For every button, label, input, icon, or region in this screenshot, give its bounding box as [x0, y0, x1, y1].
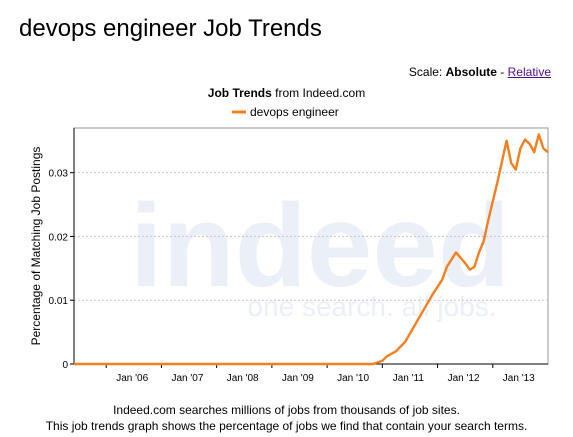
legend-label: devops engineer — [250, 105, 339, 119]
job-trends-chart: devops engineer indeed one search. all j… — [29, 105, 549, 384]
chart-heading-source: from Indeed.com — [275, 86, 366, 100]
chart-heading-strong: Job Trends — [207, 86, 272, 100]
scale-current-absolute: Absolute — [445, 65, 497, 79]
watermark-tagline: one search. all jobs. — [247, 291, 496, 322]
x-tick-label: Jan '06 — [116, 373, 148, 384]
y-tick-label: 0 — [62, 360, 68, 371]
y-tick-label: 0.02 — [49, 232, 69, 243]
scale-label: Scale: — [408, 65, 443, 79]
x-tick-label: Jan '12 — [448, 373, 480, 384]
series-layer — [74, 133, 549, 366]
series-line-devops-engineer — [74, 133, 549, 366]
y-axis-label: Percentage of Matching Job Postings — [29, 147, 43, 346]
axes: 0 0.01 0.02 0.03 Jan '06 Jan '07 Jan '08 Jan '0… — [49, 128, 548, 384]
x-tick-label: Jan '11 — [393, 373, 425, 384]
scale-selector: Scale: Absolute - Relative — [409, 65, 551, 79]
scale-relative-link[interactable]: Relative — [507, 65, 551, 79]
grid-lines — [74, 172, 548, 301]
page-title: devops engineer Job Trends — [19, 15, 322, 42]
footer-line-1: Indeed.com searches millions of jobs fro… — [113, 403, 460, 417]
footer: Indeed.com searches millions of jobs fro… — [0, 402, 573, 434]
x-tick-label: Jan '08 — [227, 373, 259, 384]
scale-separator: - — [500, 65, 505, 79]
footer-line-2: This job trends graph shows the percenta… — [45, 419, 528, 433]
x-tick-label: Jan '13 — [503, 373, 535, 384]
chart-heading: Job Trends from Indeed.com — [0, 86, 573, 100]
y-tick-label: 0.03 — [49, 169, 69, 180]
y-tick-label: 0.01 — [49, 296, 69, 307]
x-tick-label: Jan '09 — [282, 373, 314, 384]
watermark: indeed one search. all jobs. — [130, 180, 510, 322]
x-tick-label: Jan '10 — [337, 373, 369, 384]
x-tick-label: Jan '07 — [171, 373, 203, 384]
chart-legend: devops engineer — [232, 105, 339, 119]
watermark-brand: indeed — [130, 180, 510, 312]
